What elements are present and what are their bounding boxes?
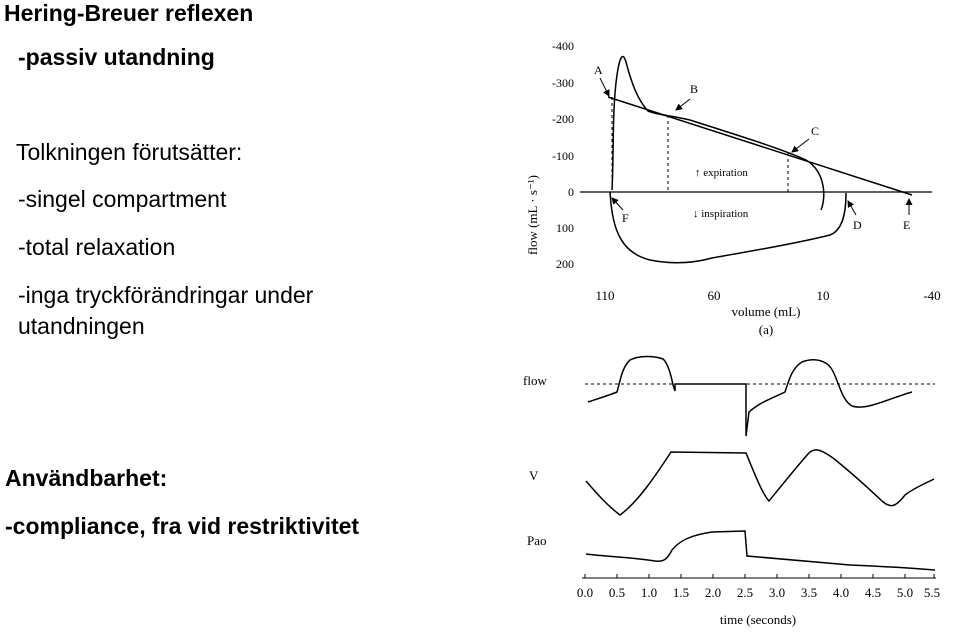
point-label-b: B [690, 82, 698, 96]
pointer-arrow-b [675, 98, 691, 111]
inspiration-loop-curve [609, 191, 847, 264]
expiration-label: ↑ expiration [695, 167, 748, 179]
flow-trace [587, 355, 913, 437]
point-label-a: A [594, 63, 603, 77]
time-tick-label: 3.5 [801, 585, 817, 600]
trace-label-flow: flow [523, 373, 547, 388]
y-tick-label: -300 [552, 76, 574, 90]
pointer-arrow-a [599, 77, 610, 97]
slide-title: Hering-Breuer reflexen [4, 0, 254, 26]
premise-heading: Tolkningen förutsätter: [16, 139, 243, 165]
y-tick-label: -200 [552, 112, 574, 126]
y-tick-label: -400 [552, 39, 574, 53]
premise-item: -inga tryckförändringar under [18, 282, 314, 308]
usability-item: -compliance, fra vid restriktivitet [5, 513, 360, 539]
trace-label-pressure: Pao [527, 533, 547, 548]
premise-item: -singel compartment [18, 186, 227, 212]
usability-heading: Användbarhet: [5, 465, 168, 491]
premise-item: -total relaxation [18, 234, 176, 260]
x-tick-label: 60 [708, 288, 721, 303]
point-label-f: F [622, 211, 629, 225]
inspiration-label: ↓ inspiration [693, 208, 749, 220]
time-tick-label: 4.0 [833, 585, 849, 600]
time-axis-label: time (seconds) [720, 612, 796, 627]
panel-label: (a) [759, 322, 773, 337]
time-tick-label: 2.0 [705, 585, 721, 600]
time-tick-label: 4.5 [865, 585, 881, 600]
trace-label-volume: V [529, 468, 539, 483]
premise-item: utandningen [18, 313, 145, 339]
time-tick-label: 2.5 [737, 585, 753, 600]
point-label-e: E [903, 218, 910, 232]
y-tick-label: 100 [556, 221, 574, 235]
x-tick-label: 10 [817, 288, 830, 303]
pointer-arrow-c [791, 138, 810, 153]
time-tick-label: 0.0 [577, 585, 593, 600]
time-tick-label: 3.0 [769, 585, 785, 600]
passive-expiration-line [607, 96, 913, 196]
point-label-d: D [853, 218, 862, 232]
time-tick-label: 1.5 [673, 585, 689, 600]
slide-subtitle: -passiv utandning [18, 44, 215, 70]
pointer-arrow-d [847, 200, 857, 216]
y-tick-label: -100 [552, 149, 574, 163]
time-tick-label: 0.5 [609, 585, 625, 600]
y-axis-label: flow (mL · s⁻¹) [525, 175, 540, 255]
flow-volume-panel: flow (mL · s⁻¹) -400 -300 -200 -100 0 10… [525, 39, 941, 337]
expiration-loop-curve [611, 55, 825, 211]
pressure-trace [585, 530, 936, 571]
time-tick-label: 5.5 [924, 585, 940, 600]
hering-breuer-figure: flow (mL · s⁻¹) -400 -300 -200 -100 0 10… [523, 39, 941, 627]
x-tick-label: 110 [595, 288, 614, 303]
time-tick-label: 1.0 [641, 585, 657, 600]
y-tick-label: 0 [568, 185, 574, 199]
x-axis-label: volume (mL) [732, 304, 801, 319]
pointer-arrow-f [611, 197, 624, 211]
point-label-c: C [811, 124, 819, 138]
volume-trace [585, 449, 935, 516]
x-tick-label: -40 [923, 288, 940, 303]
y-tick-label: 200 [556, 257, 574, 271]
time-trace-panel: flow V Pao 0.0 0.5 1.0 1.5 2.0 [523, 355, 940, 627]
time-tick-label: 5.0 [897, 585, 913, 600]
